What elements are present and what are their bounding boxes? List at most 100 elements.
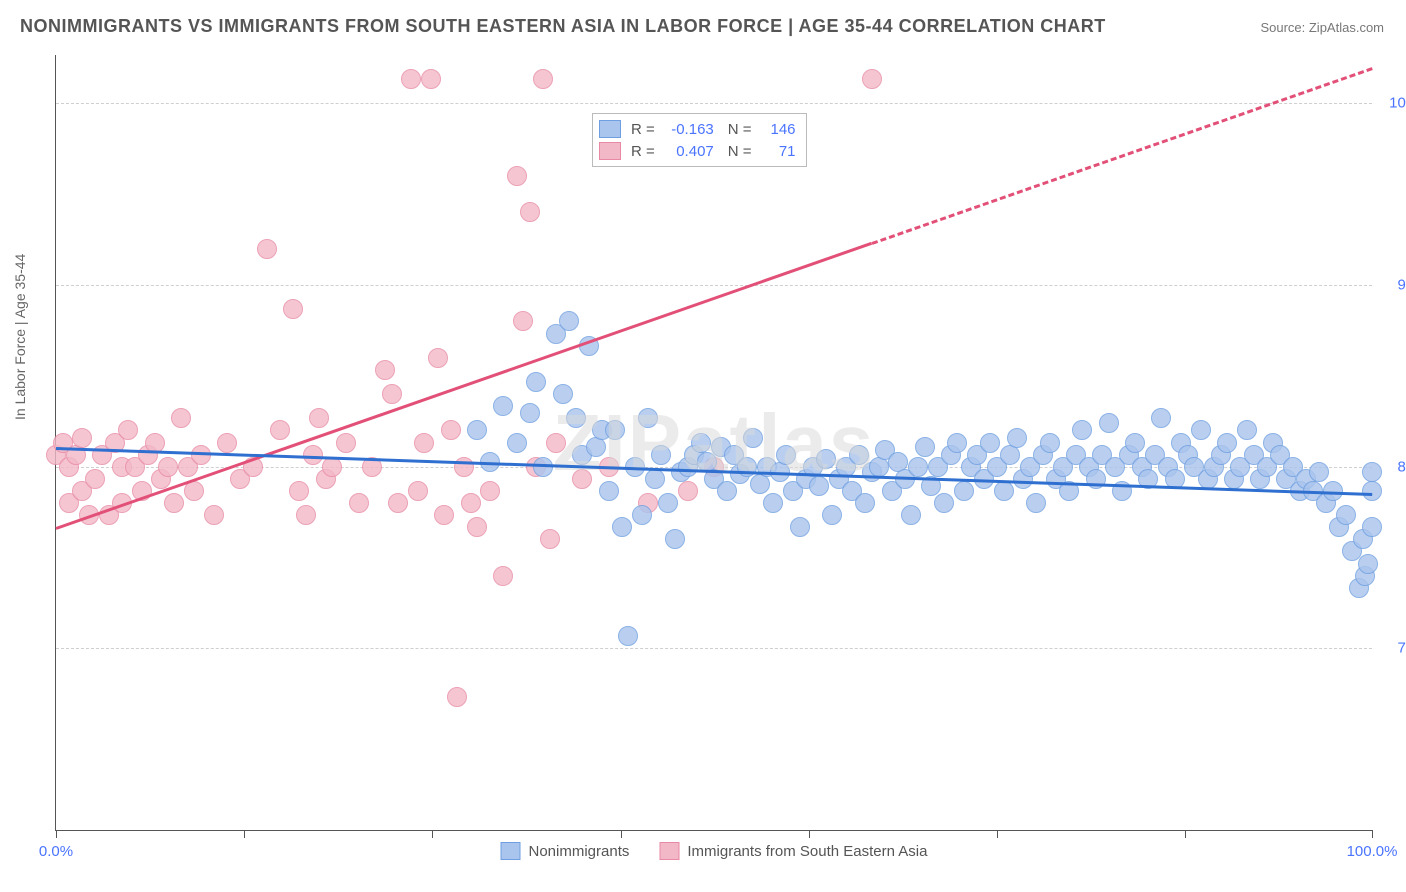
scatter-point: [461, 493, 481, 513]
scatter-point: [559, 311, 579, 331]
legend-swatch-2: [599, 142, 621, 160]
legend-item-2: Immigrants from South Eastern Asia: [659, 842, 927, 860]
scatter-point: [158, 457, 178, 477]
legend-item-1: Nonimmigrants: [501, 842, 630, 860]
scatter-point: [915, 437, 935, 457]
scatter-point: [507, 433, 527, 453]
scatter-point: [296, 505, 316, 525]
scatter-point: [665, 529, 685, 549]
scatter-point: [908, 457, 928, 477]
scatter-point: [72, 428, 92, 448]
legend-n-value-1: 146: [756, 121, 796, 138]
x-tick: [244, 830, 245, 838]
scatter-point: [599, 481, 619, 501]
scatter-point: [980, 433, 1000, 453]
scatter-point: [336, 433, 356, 453]
scatter-point: [546, 433, 566, 453]
legend-swatch-1: [599, 120, 621, 138]
scatter-point: [520, 403, 540, 423]
legend-r-label-1: R =: [631, 121, 655, 138]
scatter-point: [645, 469, 665, 489]
scatter-point: [507, 166, 527, 186]
x-tick: [1372, 830, 1373, 838]
scatter-point: [816, 449, 836, 469]
scatter-point: [1007, 428, 1027, 448]
scatter-point: [618, 626, 638, 646]
scatter-point: [1358, 554, 1378, 574]
scatter-point: [763, 493, 783, 513]
scatter-point: [1362, 462, 1382, 482]
series-legend: Nonimmigrants Immigrants from South East…: [501, 842, 928, 860]
scatter-point: [388, 493, 408, 513]
scatter-point: [934, 493, 954, 513]
scatter-point: [408, 481, 428, 501]
x-tick: [809, 830, 810, 838]
scatter-point: [493, 396, 513, 416]
chart-source: Source: ZipAtlas.com: [1260, 20, 1384, 35]
legend-n-label-1: N =: [728, 121, 752, 138]
scatter-point: [1151, 408, 1171, 428]
scatter-point: [862, 69, 882, 89]
scatter-point: [1217, 433, 1237, 453]
scatter-point: [790, 517, 810, 537]
scatter-point: [994, 481, 1014, 501]
scatter-point: [257, 239, 277, 259]
scatter-point: [1336, 505, 1356, 525]
scatter-point: [1191, 420, 1211, 440]
gridline-h: [56, 285, 1372, 286]
x-tick: [432, 830, 433, 838]
scatter-point: [467, 420, 487, 440]
scatter-point: [164, 493, 184, 513]
gridline-h: [56, 648, 1372, 649]
scatter-point: [954, 481, 974, 501]
scatter-point: [441, 420, 461, 440]
scatter-point: [349, 493, 369, 513]
y-tick-label: 77.5%: [1380, 640, 1406, 657]
scatter-point: [1309, 462, 1329, 482]
x-tick: [621, 830, 622, 838]
scatter-point: [540, 529, 560, 549]
scatter-point: [678, 481, 698, 501]
scatter-point: [421, 69, 441, 89]
scatter-point: [717, 481, 737, 501]
scatter-point: [303, 445, 323, 465]
scatter-point: [217, 433, 237, 453]
y-tick-label: 92.5%: [1380, 277, 1406, 294]
scatter-point: [375, 360, 395, 380]
y-tick-label: 85.0%: [1380, 458, 1406, 475]
scatter-point: [566, 408, 586, 428]
scatter-point: [651, 445, 671, 465]
scatter-point: [901, 505, 921, 525]
scatter-point: [270, 420, 290, 440]
scatter-point: [822, 505, 842, 525]
legend-n-label-2: N =: [728, 143, 752, 160]
scatter-point: [1026, 493, 1046, 513]
scatter-point: [85, 469, 105, 489]
y-tick-label: 100.0%: [1380, 95, 1406, 112]
scatter-point: [447, 687, 467, 707]
scatter-point: [855, 493, 875, 513]
scatter-point: [1237, 420, 1257, 440]
scatter-point: [691, 433, 711, 453]
scatter-point: [382, 384, 402, 404]
scatter-point: [428, 348, 448, 368]
scatter-point: [118, 420, 138, 440]
scatter-point: [743, 428, 763, 448]
scatter-point: [204, 505, 224, 525]
scatter-point: [467, 517, 487, 537]
scatter-point: [1072, 420, 1092, 440]
chart-container: NONIMMIGRANTS VS IMMIGRANTS FROM SOUTH E…: [0, 0, 1406, 892]
legend-n-value-2: 71: [756, 143, 796, 160]
scatter-point: [401, 69, 421, 89]
y-axis-label: In Labor Force | Age 35-44: [12, 254, 28, 420]
scatter-point: [434, 505, 454, 525]
gridline-h: [56, 103, 1372, 104]
legend-r-value-2: 0.407: [659, 143, 714, 160]
legend-r-label-2: R =: [631, 143, 655, 160]
scatter-point: [454, 457, 474, 477]
x-tick: [1185, 830, 1186, 838]
scatter-point: [947, 433, 967, 453]
scatter-point: [1040, 433, 1060, 453]
scatter-point: [658, 493, 678, 513]
legend-r-value-1: -0.163: [659, 121, 714, 138]
